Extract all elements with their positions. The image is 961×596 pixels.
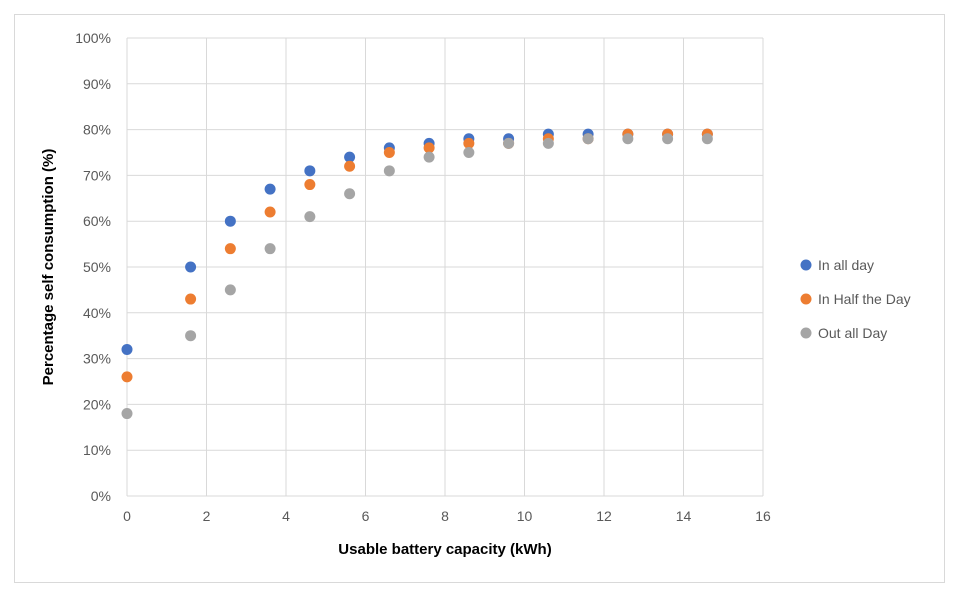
y-tick-label: 60% [83,213,111,229]
legend-label: Out all Day [818,325,887,341]
data-point-series-2 [463,137,475,149]
data-point-series-1 [304,165,316,177]
data-point-series-3 [304,211,316,223]
legend-label: In Half the Day [818,291,911,307]
tick-labels: 0% 10% 20% 30% 40% 50% 60% 70% 80% 90% 100% 0 2 4 6 8 10… [75,30,771,524]
data-point-series-2 [423,142,435,154]
data-point-series-3 [622,133,634,145]
y-tick-label: 70% [83,167,111,183]
data-point-series-3 [344,188,356,200]
gridlines [126,37,764,497]
y-tick-label: 80% [83,122,111,138]
data-point-series-2 [344,160,356,172]
x-tick-label: 10 [517,508,533,524]
data-point-series-3 [463,147,475,158]
y-tick-label: 50% [83,259,111,275]
data-point-series-2 [383,147,395,158]
y-tick-label: 30% [83,351,111,367]
data-point-series-3 [121,408,133,420]
x-tick-label: 4 [282,508,290,524]
x-tick-label: 8 [441,508,449,524]
x-tick-label: 12 [596,508,612,524]
data-point-series-2 [185,293,197,305]
data-point-series-3 [701,133,713,145]
x-axis-title: Usable battery capacity (kWh) [338,541,551,558]
x-tick-label: 0 [123,508,131,524]
data-point-series-3 [383,165,395,177]
data-point-series-3 [185,330,197,342]
x-tick-label: 14 [676,508,692,524]
legend-marker [800,293,812,305]
data-points [121,128,713,420]
y-tick-label: 20% [83,396,111,412]
y-tick-label: 40% [83,305,111,321]
data-point-series-1 [264,183,276,195]
x-tick-label: 2 [203,508,211,524]
data-point-series-1 [185,261,197,273]
data-point-series-2 [264,206,276,218]
data-point-series-1 [121,343,133,355]
data-point-series-3 [264,243,276,255]
legend: In all day In Half the Day Out all Day [800,257,911,341]
data-point-series-1 [224,215,236,227]
legend-marker [800,327,812,339]
data-point-series-2 [121,371,133,383]
data-point-series-2 [224,243,236,255]
y-tick-label: 10% [83,442,111,458]
y-tick-label: 90% [83,76,111,92]
data-point-series-3 [423,151,435,163]
y-axis-title: Percentage self consumption (%) [40,149,57,386]
data-point-series-3 [662,133,674,145]
legend-marker [800,259,812,271]
scatter-chart: 0% 10% 20% 30% 40% 50% 60% 70% 80% 90% 100% 0 2 4 6 8 10… [40,30,911,558]
y-tick-label: 100% [75,30,111,46]
data-point-series-3 [224,284,236,296]
chart-frame: 0% 10% 20% 30% 40% 50% 60% 70% 80% 90% 100% 0 2 4 6 8 10… [14,14,945,583]
data-point-series-2 [304,179,316,191]
x-tick-label: 6 [362,508,370,524]
data-point-series-1 [344,151,356,163]
data-point-series-3 [542,137,554,149]
x-tick-label: 16 [755,508,771,524]
y-tick-label: 0% [91,488,111,504]
legend-label: In all day [818,257,874,273]
data-point-series-3 [582,133,594,145]
data-point-series-3 [503,137,515,149]
